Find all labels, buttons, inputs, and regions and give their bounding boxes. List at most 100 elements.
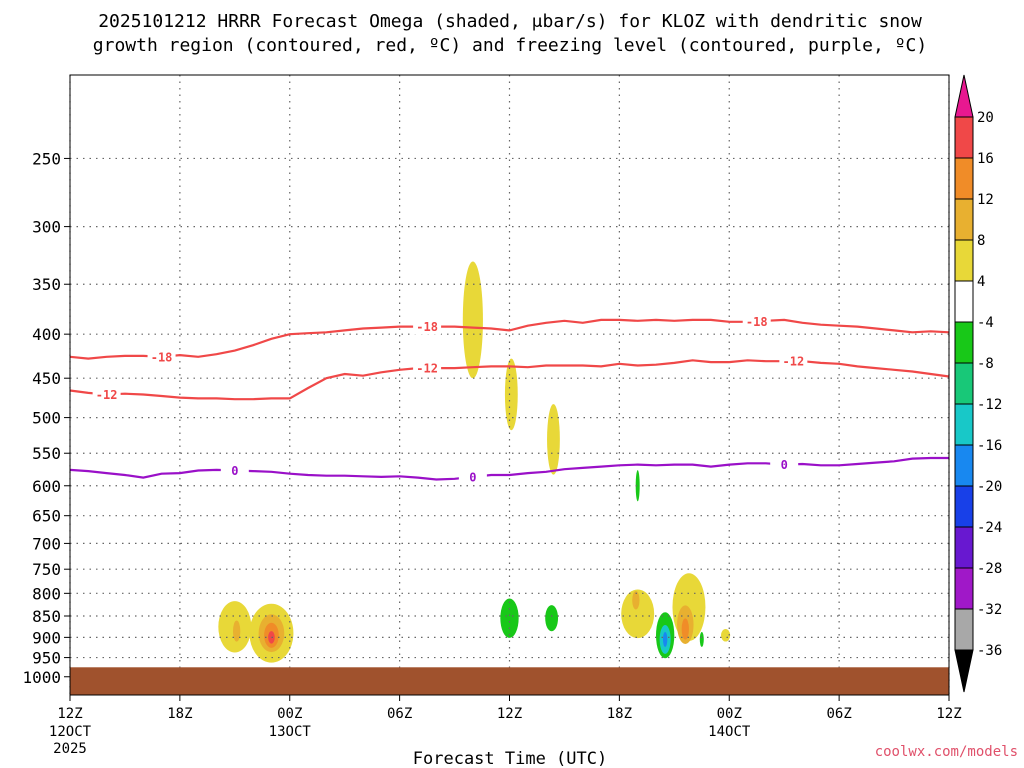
x-tick-year-0: 2025 [53, 741, 87, 757]
colorbar-label-13: -36 [977, 643, 1002, 659]
colorbar-segment-2 [954, 198, 974, 241]
colorbar-label-2: 12 [977, 192, 994, 208]
x-tick-label-12: 00Z [277, 706, 302, 722]
omega-feature-7 [268, 631, 275, 644]
omega-feature-1 [504, 358, 518, 431]
contour-label-bg--12-1 [413, 360, 442, 377]
omega-feature-19 [699, 631, 704, 647]
y-tick-label-300: 300 [32, 218, 61, 237]
x-tick-label-42: 06Z [826, 706, 851, 722]
y-tick-label-850: 850 [32, 607, 61, 626]
omega-feature-12 [632, 591, 640, 610]
omega-feature-21 [635, 470, 640, 502]
plot-area: -18 -18 -18 -12 -12 -12 0 0 0 [69, 74, 950, 696]
x-tick-date-12: 13OCT [269, 724, 312, 740]
y-tick-label-750: 750 [32, 560, 61, 579]
x-tick-label-0: 12Z [57, 706, 82, 722]
x-tick-label-30: 18Z [607, 706, 632, 722]
colorbar-label-10: -24 [977, 520, 1002, 536]
contour-label-bg--18-1 [413, 318, 442, 335]
colorbar-segment-5 [954, 321, 974, 364]
contour-label--18-0: -18 [151, 350, 173, 364]
omega-feature-0 [462, 261, 483, 379]
colorbar-segment-8 [954, 444, 974, 487]
x-tick-date-36: 14OCT [708, 724, 751, 740]
omega-feature-11 [621, 589, 655, 639]
terrain-fill [70, 667, 949, 695]
contour-label-bg-0-2 [770, 456, 799, 473]
x-tick-label-36: 00Z [717, 706, 742, 722]
contour-label-bg-0-0 [220, 462, 249, 479]
colorbar-label-8: -16 [977, 438, 1002, 454]
y-tick-label-600: 600 [32, 477, 61, 496]
x-tick-date-0: 12OCT [49, 724, 92, 740]
colorbar-label-3: 8 [977, 233, 985, 249]
contour-label-0-0: 0 [231, 464, 238, 478]
colorbar-segment-6 [954, 362, 974, 405]
colorbar-label-0: 20 [977, 110, 994, 126]
x-tick-label-48: 12Z [936, 706, 961, 722]
colorbar-segment-4 [954, 280, 974, 323]
terrain-layer [70, 667, 949, 695]
colorbar-label-9: -20 [977, 479, 1002, 495]
colorbar-label-6: -8 [977, 356, 994, 372]
x-tick-label-18: 06Z [387, 706, 412, 722]
y-tick-label-550: 550 [32, 444, 61, 463]
x-tick-label-6: 18Z [167, 706, 192, 722]
y-tick-label-950: 950 [32, 649, 61, 668]
x-tick-label-24: 12Z [497, 706, 522, 722]
y-tick-label-250: 250 [32, 149, 61, 168]
contour-label--18-2: -18 [746, 315, 768, 329]
colorbar-label-7: -12 [977, 397, 1002, 413]
y-tick-label-900: 900 [32, 628, 61, 647]
y-axis-pressure-ticks: 250 300 350 400 450 500 550 600 650 700 750 800 850 9… [22, 149, 70, 687]
y-tick-label-650: 650 [32, 507, 61, 526]
contour-label--12-1: -12 [416, 362, 438, 376]
contour-label-bg--18-0 [147, 348, 176, 365]
chart-title-line-2: growth region (contoured, red, ºC) and f… [93, 35, 927, 56]
omega-feature-9 [500, 598, 519, 638]
colorbar-segment-1 [954, 157, 974, 200]
colorbar-label-12: -32 [977, 602, 1002, 618]
colorbar-segment-12 [954, 608, 974, 651]
omega-feature-18 [662, 631, 668, 647]
chart-title-line-1: 2025101212 HRRR Forecast Omega (shaded, … [98, 11, 922, 32]
contour-label--12-2: -12 [783, 355, 805, 369]
omega-feature-20 [721, 629, 731, 642]
contour-label-bg-0-1 [458, 468, 487, 485]
contour-label-bg--12-2 [779, 353, 808, 370]
omega-feature-15 [681, 618, 689, 640]
contour-0 [69, 456, 949, 481]
contour-label--18-1: -18 [416, 320, 438, 334]
omega-shading-layer [218, 261, 731, 663]
colorbar-label-1: 16 [977, 151, 994, 167]
y-tick-label-500: 500 [32, 409, 61, 428]
colorbar-over-triangle [954, 74, 974, 118]
omega-feature-8 [232, 620, 241, 642]
colorbar-segment-11 [954, 567, 974, 610]
contour-label--12-0: -12 [96, 388, 118, 402]
colorbar-segment-9 [954, 485, 974, 528]
contour-label-bg--12-0 [92, 386, 121, 403]
colorbar-segment-7 [954, 403, 974, 446]
y-tick-label-350: 350 [32, 275, 61, 294]
contour-label-0-2: 0 [781, 458, 788, 472]
colorbar-segment-10 [954, 526, 974, 569]
colorbar-label-4: 4 [977, 274, 985, 290]
colorbar-segment-3 [954, 239, 974, 282]
contour--18 [69, 318, 950, 360]
colorbar-label-11: -28 [977, 561, 1002, 577]
y-tick-label-700: 700 [32, 534, 61, 553]
omega-feature-2 [547, 404, 560, 475]
omega-feature-10 [545, 605, 559, 632]
colorbar-label-5: -4 [977, 315, 994, 331]
colorbar-under-triangle [954, 649, 974, 693]
site-credit: coolwx.com/models [875, 744, 1018, 760]
contour-label-0-1: 0 [469, 470, 476, 484]
y-tick-label-1000: 1000 [22, 668, 61, 687]
y-tick-label-800: 800 [32, 584, 61, 603]
y-tick-label-450: 450 [32, 369, 61, 388]
y-tick-label-400: 400 [32, 325, 61, 344]
